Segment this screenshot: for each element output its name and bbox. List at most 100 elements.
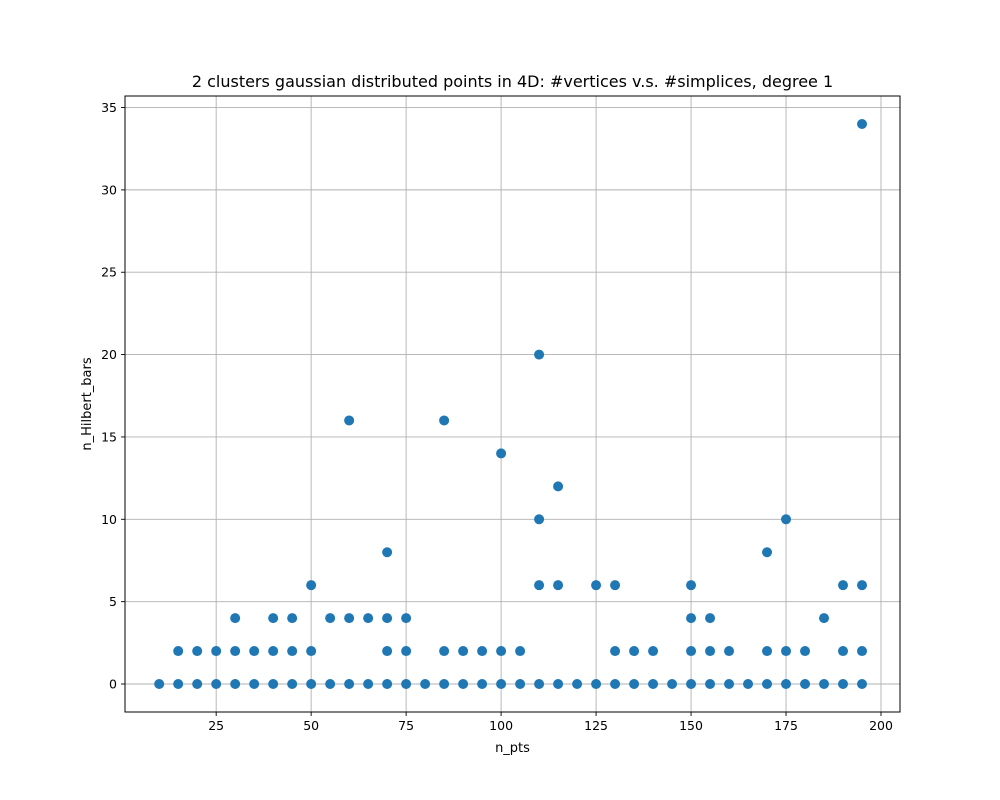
data-point xyxy=(344,679,355,689)
data-point xyxy=(857,646,868,657)
data-point xyxy=(325,613,336,624)
y-tick-label: 20 xyxy=(101,347,117,362)
y-axis-label: n_Hilbert_bars xyxy=(80,357,95,450)
data-point xyxy=(686,613,697,624)
y-tick-label: 0 xyxy=(109,677,117,692)
data-point xyxy=(838,679,849,689)
data-point xyxy=(648,646,659,657)
data-point xyxy=(458,646,469,657)
data-point xyxy=(610,646,621,657)
data-point xyxy=(781,679,792,689)
data-point xyxy=(629,679,640,689)
data-point xyxy=(363,613,374,624)
x-axis-ticks: 25 50 75 100 125 150 175 200 xyxy=(208,712,893,733)
data-point xyxy=(724,646,735,657)
data-point xyxy=(762,646,773,657)
data-point xyxy=(534,349,545,360)
data-point xyxy=(306,646,317,657)
data-point xyxy=(762,679,773,689)
data-point xyxy=(572,679,583,689)
data-point xyxy=(553,679,564,689)
x-tick-label: 200 xyxy=(869,718,893,733)
grid-lines xyxy=(125,96,900,712)
data-point xyxy=(287,613,298,624)
x-tick-label: 25 xyxy=(208,718,224,733)
data-point xyxy=(610,580,621,591)
data-point xyxy=(173,679,184,689)
y-axis-ticks: 0 5 10 15 20 25 30 35 xyxy=(101,100,125,692)
data-point xyxy=(496,679,507,689)
y-tick-label: 30 xyxy=(101,182,117,197)
y-tick-label: 10 xyxy=(101,512,117,527)
data-point xyxy=(268,646,279,657)
data-point xyxy=(306,679,317,689)
data-point xyxy=(705,679,716,689)
data-point xyxy=(629,646,640,657)
data-point xyxy=(800,679,811,689)
data-point xyxy=(230,679,241,689)
data-point xyxy=(382,679,393,689)
data-point xyxy=(724,679,735,689)
data-point xyxy=(439,646,450,657)
data-point xyxy=(705,646,716,657)
data-point xyxy=(762,547,773,558)
data-point xyxy=(306,580,317,591)
data-point xyxy=(268,679,279,689)
data-point xyxy=(325,679,336,689)
y-tick-label: 5 xyxy=(109,594,117,609)
data-point xyxy=(344,613,355,624)
data-point xyxy=(819,679,830,689)
y-tick-label: 25 xyxy=(101,265,117,280)
data-point xyxy=(192,679,203,689)
data-point xyxy=(705,613,716,624)
data-point xyxy=(192,646,203,657)
data-point xyxy=(211,679,222,689)
chart-title: 2 clusters gaussian distributed points i… xyxy=(192,72,833,91)
data-point xyxy=(610,679,621,689)
data-point xyxy=(249,646,260,657)
data-point xyxy=(534,514,545,525)
data-point xyxy=(553,481,564,492)
data-point xyxy=(382,547,393,558)
data-point xyxy=(686,580,697,591)
data-point xyxy=(857,580,868,591)
data-point xyxy=(344,415,355,426)
data-point xyxy=(496,646,507,657)
data-point xyxy=(211,646,222,657)
data-point xyxy=(401,646,412,657)
data-point xyxy=(382,646,393,657)
data-point xyxy=(287,646,298,657)
data-point xyxy=(648,679,659,689)
data-point xyxy=(477,646,488,657)
data-point xyxy=(515,679,526,689)
data-point xyxy=(686,679,697,689)
x-tick-label: 75 xyxy=(398,718,414,733)
data-point xyxy=(401,613,412,624)
data-point xyxy=(420,679,431,689)
data-point xyxy=(838,646,849,657)
data-point xyxy=(743,679,754,689)
data-point xyxy=(268,613,279,624)
x-tick-label: 125 xyxy=(584,718,608,733)
data-point xyxy=(363,679,374,689)
data-point xyxy=(382,613,393,624)
data-point xyxy=(857,119,868,129)
x-tick-label: 150 xyxy=(679,718,703,733)
data-point xyxy=(154,679,165,689)
data-point xyxy=(496,448,507,459)
data-point xyxy=(534,580,545,591)
data-point xyxy=(667,679,678,689)
data-point xyxy=(800,646,811,657)
data-point xyxy=(287,679,298,689)
data-point xyxy=(249,679,260,689)
y-tick-label: 35 xyxy=(101,100,117,115)
x-tick-label: 175 xyxy=(774,718,798,733)
data-point xyxy=(534,679,545,689)
data-point xyxy=(591,580,602,591)
plot-frame xyxy=(124,95,901,713)
data-point xyxy=(439,679,450,689)
data-point xyxy=(515,646,526,657)
data-point xyxy=(458,679,469,689)
